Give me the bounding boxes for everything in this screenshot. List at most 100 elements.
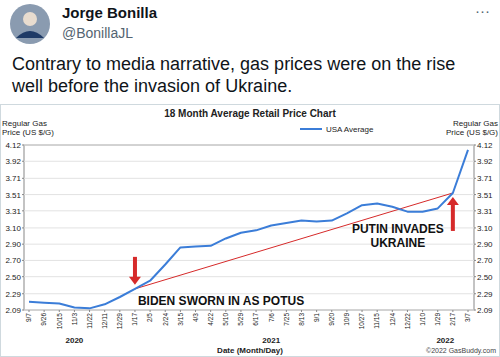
x-tick <box>316 310 317 312</box>
y2-tick <box>474 194 476 195</box>
x-tick <box>59 310 60 312</box>
annotation: BIDEN SWORN IN AS POTUS <box>138 294 304 308</box>
x-tick <box>165 310 166 312</box>
y2-tick-label: 2.09 <box>477 306 493 315</box>
y2-tick-label: 3.51 <box>477 191 493 200</box>
y-tick <box>22 161 24 162</box>
y2-axis-title: Regular GasPrice (US $/G) <box>446 119 498 137</box>
x-tick-label: 11/3 <box>71 313 78 326</box>
x-tick <box>210 310 211 312</box>
y-tick-label: 3.92 <box>5 157 21 166</box>
x-tick-label: 12/11 <box>101 313 108 329</box>
y2-tick-label: 2.70 <box>477 256 493 265</box>
y2-tick-label: 2.90 <box>477 240 493 249</box>
x-tick-label: 10/27 <box>358 313 365 330</box>
x-tick <box>225 310 226 312</box>
x-tick <box>301 310 302 312</box>
x-tick <box>180 310 181 312</box>
x-tick <box>119 310 120 312</box>
y2-tick-label: 3.92 <box>477 157 493 166</box>
x-tick <box>362 310 363 312</box>
year-label: 2022 <box>436 336 454 345</box>
y2-tick <box>474 227 476 228</box>
x-tick <box>271 310 272 312</box>
x-tick-label: 4/3 <box>192 313 199 322</box>
y-tick-label: 3.31 <box>5 207 21 216</box>
x-axis-title: Date (Month/Day) <box>217 346 283 355</box>
y-tick <box>22 194 24 195</box>
putin-arrow-shaft <box>451 204 455 231</box>
legend-label: USA Average <box>326 125 374 134</box>
x-tick <box>377 310 378 312</box>
y2-tick-label: 3.10 <box>477 224 493 233</box>
plot-marks <box>29 150 468 308</box>
y-tick-label: 2.29 <box>5 290 21 299</box>
x-tick-label: 11/22 <box>86 313 93 329</box>
avatar-face <box>23 12 37 26</box>
y2-tick <box>474 310 476 311</box>
plot-frame <box>24 145 474 310</box>
grid-line <box>24 276 474 277</box>
chart-title: 18 Month Average Retail Price Chart <box>164 108 336 119</box>
x-tick-label: 5/29 <box>237 313 244 326</box>
x-tick-label: 9/1 <box>313 313 320 322</box>
x-tick-label: 9/20 <box>328 313 335 326</box>
x-tick <box>452 310 453 312</box>
y-tick-label: 3.10 <box>5 224 21 233</box>
x-tick <box>29 310 30 312</box>
x-tick <box>44 310 45 312</box>
grid-line <box>24 194 474 195</box>
y-tick-label: 2.09 <box>5 306 21 315</box>
x-tick-label: 2/17 <box>449 313 456 326</box>
x-tick-label: 7/6 <box>268 313 275 322</box>
year-label: 2020 <box>66 336 84 345</box>
y-tick <box>22 210 24 211</box>
y-tick <box>22 178 24 179</box>
x-tick-label: 2/5 <box>146 313 153 322</box>
x-tick-label: 9/26 <box>40 313 47 326</box>
author-name: Jorge Bonilla <box>62 4 158 21</box>
y2-tick <box>474 244 476 245</box>
year-label: 2021 <box>262 336 280 345</box>
y2-tick <box>474 161 476 162</box>
x-tick <box>392 310 393 312</box>
x-tick-label: 3/15 <box>177 313 184 326</box>
y2-tick <box>474 145 476 146</box>
x-tick-label: 5/10 <box>222 313 229 326</box>
x-tick <box>256 310 257 312</box>
x-tick-label: 12/4 <box>389 313 396 326</box>
y-tick-label: 4.12 <box>5 141 21 150</box>
avatar[interactable] <box>10 4 50 44</box>
x-tick-label: 1/10 <box>419 313 426 326</box>
x-tick-label: 6/17 <box>252 313 259 326</box>
y-tick-label: 3.71 <box>5 174 21 183</box>
y-tick <box>22 260 24 261</box>
x-tick <box>331 310 332 312</box>
putin-arrow-head <box>447 197 459 205</box>
y2-tick-label: 2.50 <box>477 273 493 282</box>
author-handle: @BonillaJL <box>62 25 133 41</box>
y2-tick <box>474 210 476 211</box>
x-tick <box>195 310 196 312</box>
x-tick <box>89 310 90 312</box>
x-tick-label: 12/29 <box>116 313 123 330</box>
y-tick <box>22 276 24 277</box>
y-tick <box>22 310 24 311</box>
grid-line <box>24 260 474 261</box>
y-tick-label: 2.70 <box>5 256 21 265</box>
x-tick-label: 10/15 <box>56 313 63 330</box>
grid-line <box>24 161 474 162</box>
x-tick <box>422 310 423 312</box>
x-tick-label: 11/15 <box>373 313 380 329</box>
x-tick <box>134 310 135 312</box>
y-tick-label: 2.90 <box>5 240 21 249</box>
x-tick <box>437 310 438 312</box>
y-tick <box>22 145 24 146</box>
page: Jorge Bonilla@BonillaJL···Contrary to me… <box>0 0 500 357</box>
grid-line <box>24 145 474 146</box>
x-tick-label: 7/25 <box>283 313 290 326</box>
annotation: PUTIN INVADESUKRAINE <box>352 222 444 250</box>
menu[interactable]: ··· <box>475 2 490 19</box>
y-tick <box>22 227 24 228</box>
x-tick-label: 2/24 <box>162 313 169 326</box>
